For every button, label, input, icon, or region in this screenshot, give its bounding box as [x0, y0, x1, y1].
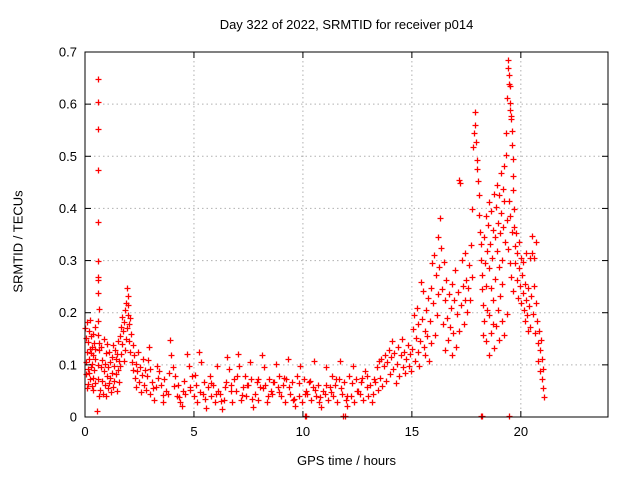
y-tick-label: 0.1 — [59, 357, 77, 372]
y-tick-label: 0.5 — [59, 149, 77, 164]
y-tick-label: 0 — [70, 410, 77, 425]
y-tick-label: 0.7 — [59, 45, 77, 60]
x-axis-label: GPS time / hours — [297, 453, 396, 468]
y-tick-label: 0.4 — [59, 201, 77, 216]
x-tick-label: 15 — [405, 424, 419, 439]
chart-title: Day 322 of 2022, SRMTID for receiver p01… — [219, 17, 474, 32]
plot-border — [84, 51, 609, 418]
y-tick-label: 0.3 — [59, 253, 77, 268]
y-tick-label: 0.6 — [59, 97, 77, 112]
x-tick-label: 10 — [296, 424, 310, 439]
x-tick-label: 5 — [190, 424, 197, 439]
y-tick-label: 0.2 — [59, 305, 77, 320]
x-tick-label: 20 — [514, 424, 528, 439]
x-tick-label: 0 — [81, 424, 88, 439]
